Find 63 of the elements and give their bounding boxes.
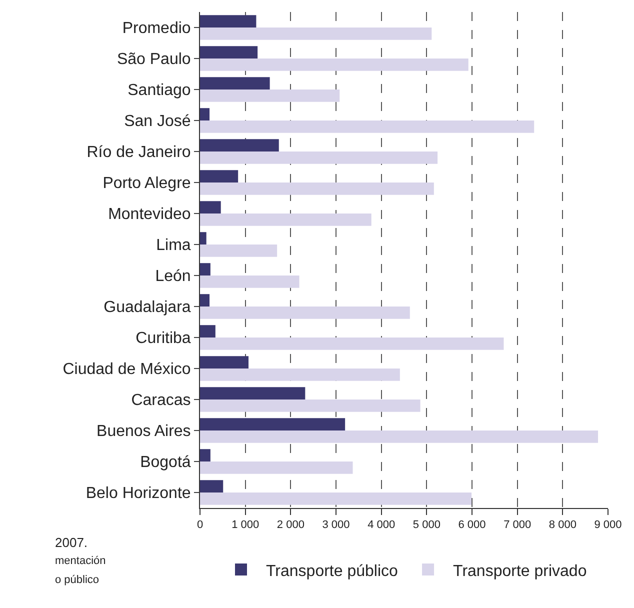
y-tick-label: León [155, 268, 191, 286]
bar [200, 418, 346, 430]
bar [200, 294, 210, 306]
y-tick-label: Caracas [131, 392, 191, 410]
bar [200, 170, 238, 182]
x-tick-label: 0 [196, 519, 204, 532]
bar [200, 58, 468, 71]
bar [200, 232, 206, 244]
bar [200, 325, 216, 338]
y-tick-label: São Paulo [116, 51, 191, 68]
bar [200, 120, 534, 133]
bar [200, 15, 256, 28]
y-tick-label: Bogotá [140, 454, 191, 472]
y-tick-label: Belo Horizonte [86, 485, 191, 502]
y-tick-label: Guadalajara [104, 299, 191, 316]
bar [200, 387, 306, 400]
y-tick-label: Porto Alegre [102, 175, 191, 192]
bar [200, 356, 249, 368]
bar [200, 28, 432, 40]
y-tick-label: Santiago [128, 82, 191, 100]
bar [200, 108, 210, 120]
y-tick-label: San José [124, 113, 191, 130]
legend-label: Transporte privado [453, 562, 587, 580]
bar [200, 492, 472, 505]
text: 2007. [55, 535, 88, 550]
x-tick-label: 9 000 [594, 519, 622, 532]
bar [200, 182, 434, 195]
y-tick-label: Curitiba [136, 330, 191, 348]
bar [200, 139, 279, 152]
bar [200, 449, 210, 462]
bar [200, 244, 278, 257]
y-tick-label: Ciudad de México [62, 361, 191, 378]
bar [200, 201, 221, 214]
bar [200, 400, 420, 412]
y-tick-label: Buenos Aires [96, 423, 191, 440]
bar [200, 214, 372, 226]
x-tick-label: 3 000 [322, 519, 350, 532]
x-tick-label: 4 000 [368, 519, 396, 532]
bar [200, 462, 353, 474]
x-tick-label: 1 000 [232, 519, 260, 532]
bar [200, 152, 438, 164]
x-tick-label: 5 000 [412, 519, 440, 532]
bar [200, 368, 400, 381]
text: o público [55, 574, 100, 586]
bar [200, 46, 258, 58]
y-tick-label: Montevideo [108, 206, 191, 224]
bar [200, 263, 210, 276]
bar [200, 430, 598, 443]
y-tick-label: Lima [156, 237, 191, 254]
x-tick-label: 2 000 [276, 519, 304, 532]
bar [200, 306, 410, 319]
y-tick-label: Promedio [122, 20, 191, 38]
bar [200, 480, 224, 492]
text: mentación [55, 555, 106, 567]
legend-label: Transporte público [266, 562, 398, 580]
x-tick-label: 7 000 [504, 519, 532, 532]
x-tick-label: 8 000 [548, 519, 576, 532]
bar [200, 90, 340, 102]
bar [200, 276, 300, 288]
y-tick-label: Río de Janeiro [86, 144, 191, 162]
x-tick-label: 6 000 [458, 519, 486, 532]
bar [200, 77, 270, 90]
bar [200, 338, 504, 350]
